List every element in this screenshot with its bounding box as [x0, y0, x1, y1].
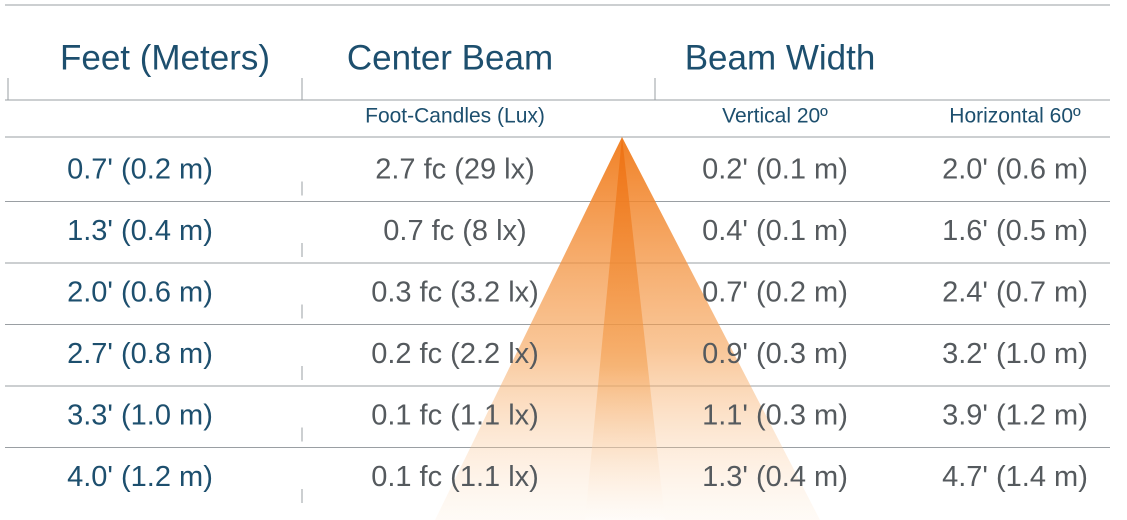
value-cell: 0.7' (0.2 m)	[702, 276, 848, 308]
value-cell: 1.6' (0.5 m)	[942, 215, 1088, 247]
value-cell: 0.3 fc (3.2 lx)	[371, 276, 539, 308]
distance-cell: 4.0' (1.2 m)	[67, 461, 213, 493]
subheader: Foot-Candles (Lux)	[365, 105, 545, 128]
distance-cell: 0.7' (0.2 m)	[67, 153, 213, 185]
value-cell: 0.2 fc (2.2 lx)	[371, 338, 539, 370]
distance-cell: 2.0' (0.6 m)	[67, 276, 213, 308]
value-cell: 0.4' (0.1 m)	[702, 215, 848, 247]
value-cell: 3.9' (1.2 m)	[942, 399, 1088, 431]
distance-cell: 3.3' (1.0 m)	[67, 399, 213, 431]
column-header: Beam Width	[685, 38, 876, 77]
value-cell: 1.3' (0.4 m)	[702, 461, 848, 493]
value-cell: 0.9' (0.3 m)	[702, 338, 848, 370]
column-header: Feet (Meters)	[60, 38, 270, 77]
column-header: Center Beam	[347, 38, 553, 77]
value-cell: 2.4' (0.7 m)	[942, 276, 1088, 308]
value-cell: 0.7 fc (8 lx)	[383, 215, 526, 247]
value-cell: 0.1 fc (1.1 lx)	[371, 461, 539, 493]
distance-cell: 2.7' (0.8 m)	[67, 338, 213, 370]
value-cell: 4.7' (1.4 m)	[942, 461, 1088, 493]
value-cell: 0.2' (0.1 m)	[702, 153, 848, 185]
value-cell: 3.2' (1.0 m)	[942, 338, 1088, 370]
beam-table: Feet (Meters) Center Beam Beam Width Foot-C…	[0, 0, 1127, 520]
value-cell: 2.0' (0.6 m)	[942, 153, 1088, 185]
subheader: Horizontal 60º	[949, 105, 1081, 128]
value-cell: 2.7 fc (29 lx)	[375, 153, 535, 185]
value-cell: 1.1' (0.3 m)	[702, 399, 848, 431]
distance-cell: 1.3' (0.4 m)	[67, 215, 213, 247]
value-cell: 0.1 fc (1.1 lx)	[371, 399, 539, 431]
subheader: Vertical 20º	[722, 105, 828, 128]
